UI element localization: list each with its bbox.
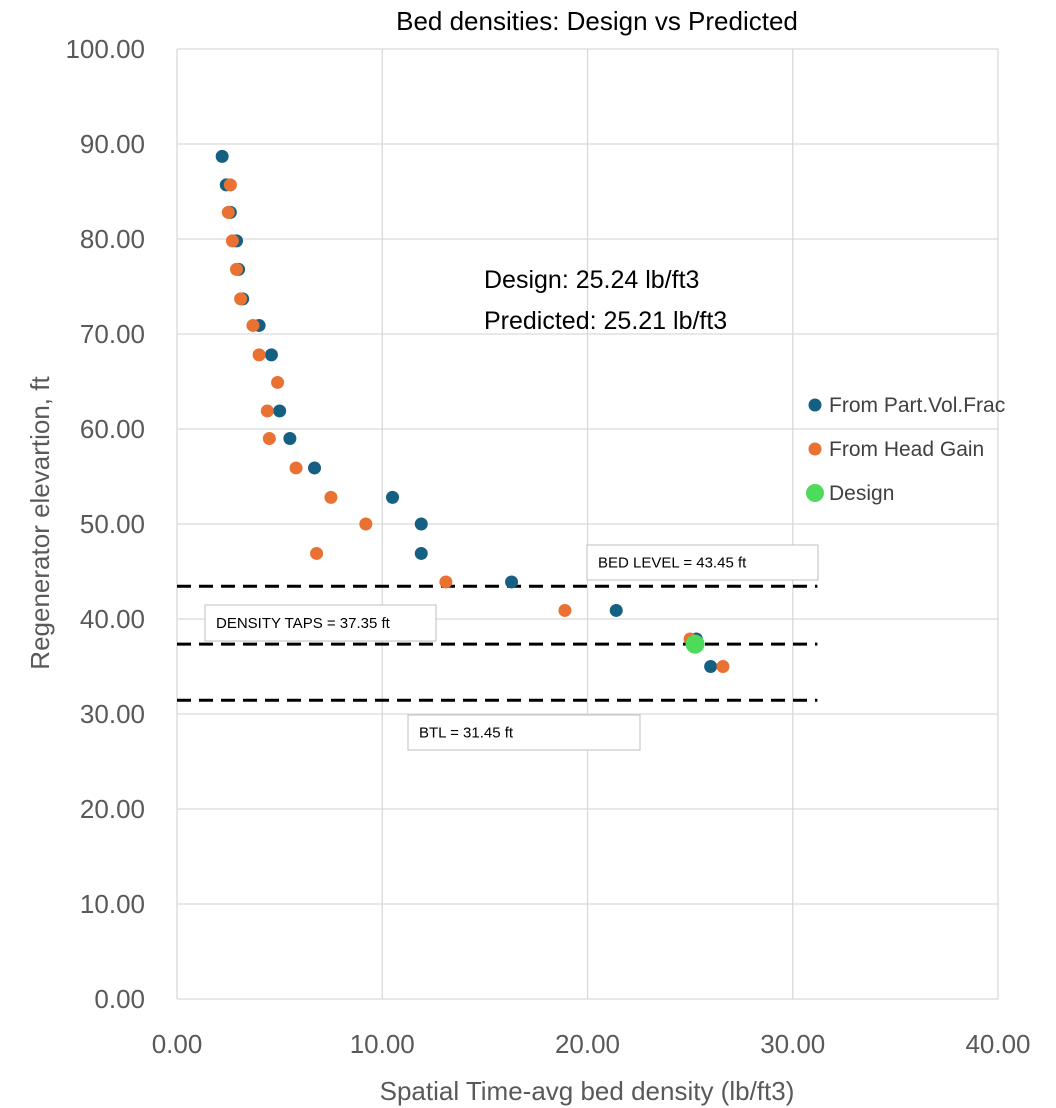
y-tick-label: 0.00 <box>94 984 145 1014</box>
reference-label: BTL = 31.45 ft <box>419 725 514 742</box>
data-point <box>414 517 428 531</box>
data-point <box>359 517 373 531</box>
data-point <box>505 575 519 589</box>
legend-label: From Head Gain <box>829 438 984 461</box>
x-tick-label: 30.00 <box>760 1029 825 1059</box>
x-tick-label: 40.00 <box>965 1029 1030 1059</box>
data-point <box>221 205 235 219</box>
data-point <box>273 404 287 418</box>
data-point <box>310 546 324 560</box>
y-tick-label: 70.00 <box>80 319 145 349</box>
gridlines <box>176 48 999 1000</box>
reference-label: BED LEVEL = 43.45 ft <box>598 555 747 572</box>
design-annotation: Design: 25.24 lb/ft3 <box>484 266 699 294</box>
legend-label: Design <box>829 482 894 505</box>
data-point <box>289 461 303 475</box>
reference-label-box <box>586 544 819 581</box>
y-tick-label: 90.00 <box>80 129 145 159</box>
x-axis-label: Spatial Time-avg bed density (lb/ft3) <box>380 1076 795 1106</box>
y-tick-label: 50.00 <box>80 509 145 539</box>
data-point <box>271 375 285 389</box>
data-point <box>308 461 322 475</box>
data-point <box>225 234 239 248</box>
legend-marker <box>808 398 822 412</box>
y-tick-label: 100.00 <box>65 34 145 64</box>
y-tick-label: 20.00 <box>80 794 145 824</box>
y-tick-label: 60.00 <box>80 414 145 444</box>
data-point <box>260 404 274 418</box>
data-point <box>223 178 237 192</box>
data-point <box>704 660 718 673</box>
reference-lines: BED LEVEL = 43.45 ft DENSITY TAPS = 37.35… <box>177 544 819 751</box>
data-point <box>716 660 730 673</box>
data-point <box>215 149 229 163</box>
data-point <box>262 432 276 445</box>
reference-label-box <box>407 714 641 751</box>
data-point <box>252 348 266 362</box>
data-point <box>609 603 623 617</box>
data-point <box>234 292 248 306</box>
y-axis-label: Regenerator elevartion, ft <box>25 376 55 670</box>
data-point <box>558 603 572 617</box>
data-point <box>439 575 453 589</box>
reference-label-box <box>204 604 437 642</box>
legend-label: From Part.Vol.Frac <box>829 394 1005 417</box>
y-tick-label: 40.00 <box>80 604 145 634</box>
data-point <box>230 262 244 276</box>
data-point <box>246 318 260 332</box>
data-points <box>215 149 730 673</box>
data-point <box>414 546 428 560</box>
data-point <box>264 348 278 362</box>
y-axis-ticks: 0.00 10.00 20.00 30.00 40.00 50.00 60.00 70.00 8… <box>65 34 145 1014</box>
y-tick-label: 30.00 <box>80 699 145 729</box>
chart-title: Bed densities: Design vs Predicted <box>396 6 798 36</box>
y-tick-label: 80.00 <box>80 224 145 254</box>
data-point <box>685 634 705 654</box>
legend-marker <box>808 442 822 456</box>
x-tick-label: 20.00 <box>555 1029 620 1059</box>
x-tick-label: 0.00 <box>152 1029 203 1059</box>
data-point <box>386 490 400 504</box>
legend: From Part.Vol.Frac From Head Gain Design <box>806 394 1005 505</box>
y-tick-label: 10.00 <box>80 889 145 919</box>
predicted-annotation: Predicted: 25.21 lb/ft3 <box>484 307 727 335</box>
reference-label: DENSITY TAPS = 37.35 ft <box>216 615 391 632</box>
legend-marker <box>806 484 824 502</box>
x-axis-ticks: 0.00 10.00 20.00 30.00 40.00 <box>152 1029 1031 1059</box>
x-tick-label: 10.00 <box>350 1029 415 1059</box>
data-point <box>324 490 338 504</box>
data-point <box>283 432 297 445</box>
